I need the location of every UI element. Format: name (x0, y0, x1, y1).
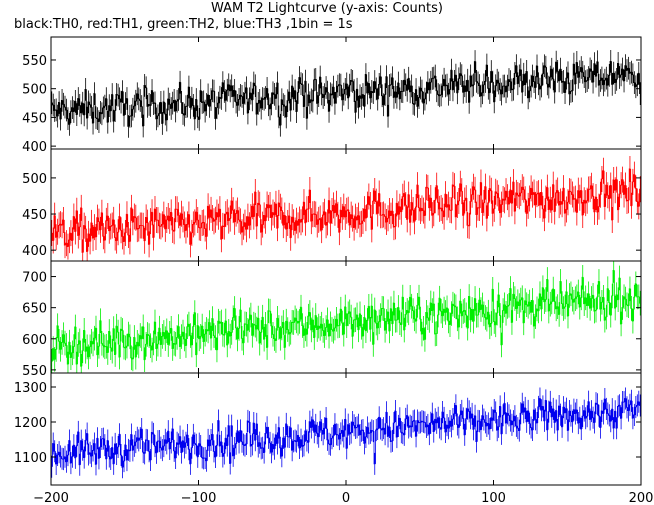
series-th0-line (51, 50, 641, 138)
y-tick-label-th2-600: 600 (22, 333, 47, 348)
series-th3-line (51, 387, 641, 479)
y-tick-label-th2-650: 650 (22, 302, 47, 317)
y-tick-label-th1-500: 500 (22, 172, 47, 187)
series-th2-path (51, 261, 641, 373)
y-tick-label-th3-1300: 1300 (14, 381, 47, 396)
y-tick-label-th3-1200: 1200 (14, 416, 47, 431)
series-th0-path (51, 50, 641, 138)
x-tick-label--100: −100 (181, 491, 217, 505)
series-th1-path (51, 155, 641, 261)
y-tick-label-th0-550: 550 (22, 54, 47, 69)
y-tick-label-th2-700: 700 (22, 271, 47, 286)
y-tick-label-th3-1100: 1100 (14, 451, 47, 466)
y-tick-label-th2-550: 550 (22, 364, 47, 379)
x-tick-label-200: 200 (629, 491, 654, 505)
series-th1-line (51, 155, 641, 261)
y-tick-label-th0-500: 500 (22, 83, 47, 98)
chart-subtitle: black:TH0, red:TH1, green:TH2, blue:TH3 … (14, 17, 353, 32)
x-tick-label-0: 0 (342, 491, 350, 505)
chart-title: WAM T2 Lightcurve (y-axis: Counts) (211, 1, 443, 16)
series-th2-line (51, 261, 641, 373)
x-tick-label-100: 100 (481, 491, 506, 505)
y-tick-label-th0-400: 400 (22, 140, 47, 155)
y-tick-label-th1-400: 400 (22, 244, 47, 259)
series-th3-path (51, 387, 641, 479)
y-tick-label-th0-450: 450 (22, 111, 47, 126)
y-tick-label-th1-450: 450 (22, 208, 47, 223)
panel-frame-th0 (50, 36, 642, 150)
x-tick-label--200: −200 (33, 491, 69, 505)
